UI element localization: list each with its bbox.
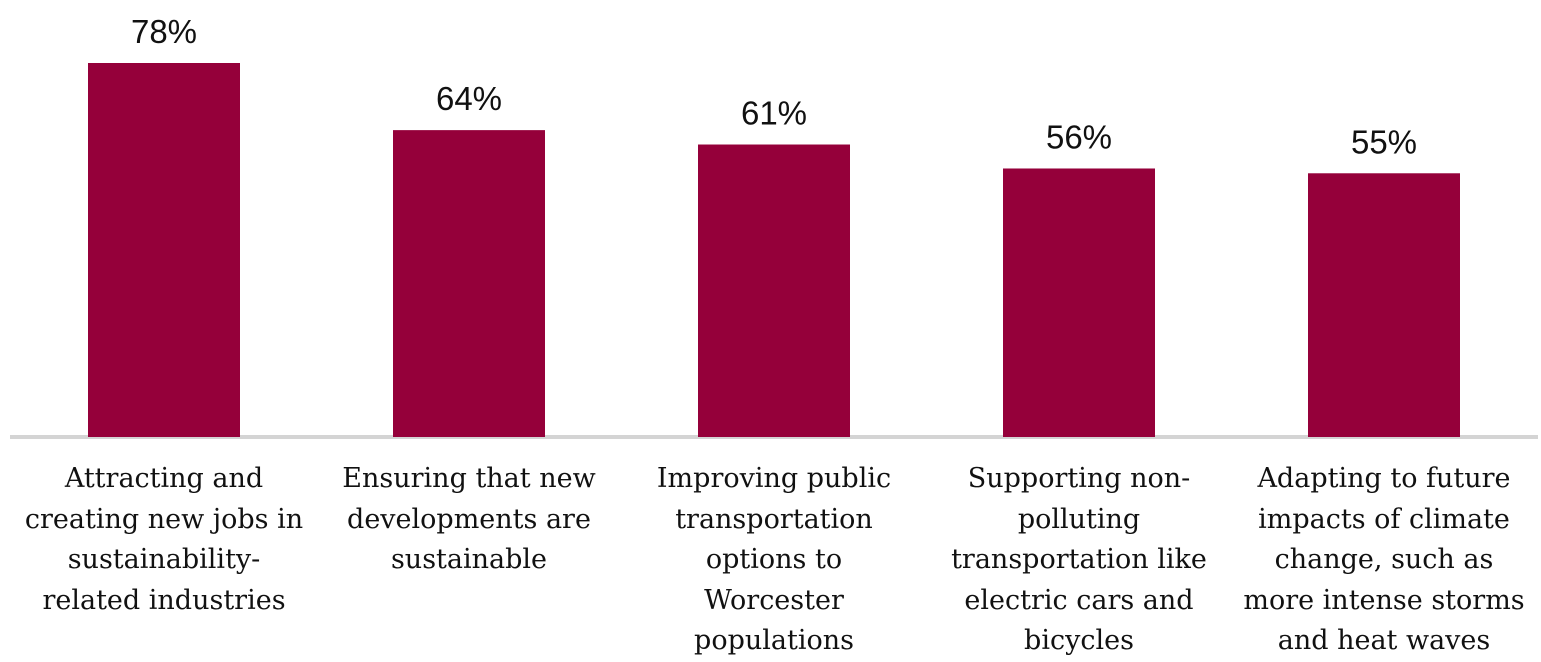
- category-label-2: Ensuring that new developments are sustain…: [319, 459, 619, 581]
- category-label-line: Attracting and: [64, 463, 264, 494]
- bar-value-label-3: 61%: [741, 95, 807, 132]
- category-label-line: Worcester: [704, 584, 844, 616]
- bar-value-label-1: 78%: [131, 13, 197, 50]
- bar-2: [393, 130, 545, 437]
- category-label-5: Adapting to future impacts of climate chan…: [1234, 459, 1534, 662]
- category-label-line: Ensuring that new: [342, 463, 596, 494]
- category-label-line: developments are: [347, 503, 591, 535]
- bar-4: [1003, 168, 1155, 437]
- category-label-line: sustainable: [390, 544, 548, 575]
- category-label-line: related industries: [42, 584, 286, 616]
- bar-5: [1308, 173, 1460, 438]
- category-label-line: Adapting to future: [1257, 463, 1511, 494]
- category-label-line: creating new jobs in: [24, 503, 304, 535]
- category-label-line: options to: [705, 544, 843, 575]
- category-label-4: Supporting non-polluting transportation l…: [929, 459, 1229, 662]
- category-label-line: electric cars and: [964, 584, 1194, 616]
- category-label-line: and heat waves: [1277, 625, 1491, 656]
- category-label-1: Attracting and creating new jobs in sustai…: [14, 459, 314, 621]
- category-label-line: Supporting non-: [967, 463, 1191, 494]
- category-label-line: polluting: [1017, 503, 1141, 535]
- category-label-line: bicycles: [1024, 625, 1134, 656]
- category-label-line: populations: [694, 625, 854, 656]
- bar-value-label-4: 56%: [1046, 118, 1112, 155]
- bar-value-label-5: 55%: [1351, 123, 1417, 160]
- category-label-line: impacts of climate: [1258, 503, 1510, 535]
- category-label-line: sustainability-: [67, 544, 261, 575]
- bar-1: [88, 63, 240, 437]
- category-label-line: Improving public: [656, 463, 892, 494]
- category-label-line: change, such as: [1274, 544, 1494, 575]
- category-label-3: Improving public transportation options to…: [624, 459, 924, 662]
- bar-value-label-2: 64%: [436, 80, 502, 117]
- category-label-line: transportation like: [951, 544, 1207, 575]
- category-label-line: more intense storms: [1243, 584, 1525, 616]
- category-label-line: transportation: [675, 503, 873, 535]
- bar-3: [698, 144, 850, 437]
